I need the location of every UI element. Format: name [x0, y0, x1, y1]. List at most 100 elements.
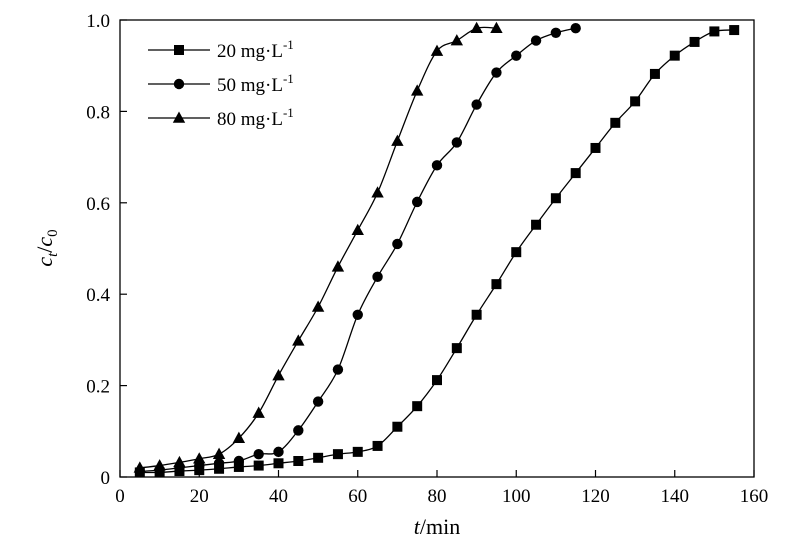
data-point [610, 117, 621, 128]
data-point [311, 300, 325, 312]
data-point [233, 455, 245, 467]
data-point [173, 455, 186, 468]
y-axis-label-c: c [32, 257, 57, 267]
x-tick-label: 20 [190, 486, 209, 507]
legend-marker [172, 111, 186, 123]
legend-label-text: 50 mg·L [217, 75, 283, 96]
data-point [431, 160, 443, 171]
x-axis-label-var: t [414, 514, 421, 539]
data-point [352, 446, 363, 457]
data-point [531, 219, 542, 230]
axis-ticks: 0 20 40 60 80 100 120 140 160 0 0.2 0.4 0.6 0.8 1.0 [86, 11, 768, 507]
legend-label-text: 20 mg·L [217, 41, 283, 62]
legend-item: 50 mg·L-1 [148, 71, 294, 96]
data-point [550, 27, 562, 38]
y-axis-label-sub-t: t [45, 252, 61, 257]
data-point [293, 425, 304, 436]
data-point [273, 446, 284, 458]
data-point [511, 50, 522, 61]
legend-marker [174, 45, 184, 55]
data-point [471, 309, 482, 320]
data-point [432, 375, 442, 386]
data-point [253, 460, 264, 471]
legend-label-sup: -1 [283, 105, 294, 120]
y-tick-label: 0.4 [86, 285, 110, 306]
data-point [312, 396, 324, 407]
x-axis-label: t/min [414, 514, 460, 539]
data-point [351, 223, 364, 236]
legend-label-text: 80 mg·L [217, 109, 283, 130]
x-tick-label: 100 [502, 486, 531, 507]
data-point [451, 137, 463, 148]
data-point [313, 452, 324, 463]
data-point [272, 369, 285, 381]
legend-label: 20 mg·L-1 [217, 37, 294, 62]
y-tick-label: 0.2 [86, 377, 110, 398]
data-point [411, 196, 423, 208]
legend-label-sup: -1 [283, 71, 294, 86]
data-point [471, 99, 482, 110]
x-tick-label: 160 [740, 486, 769, 507]
data-point [570, 23, 581, 34]
x-axis-label-unit: /min [420, 514, 460, 539]
legend-marker [173, 78, 185, 90]
series-layer [133, 21, 740, 478]
x-tick-label: 40 [269, 486, 288, 507]
data-point [430, 44, 444, 56]
x-tick-label: 60 [348, 486, 367, 507]
data-point [392, 238, 403, 250]
data-point [649, 68, 660, 79]
data-point [451, 343, 462, 354]
legend-item: 20 mg·L-1 [148, 37, 294, 62]
data-point [491, 67, 502, 78]
series-line [139, 29, 735, 474]
data-point [491, 279, 502, 290]
data-point [392, 421, 403, 432]
x-tick-label: 0 [115, 486, 125, 507]
data-point [133, 461, 147, 473]
data-point [233, 461, 244, 472]
legend-label: 50 mg·L-1 [217, 71, 294, 96]
data-point [193, 452, 206, 464]
data-point [669, 50, 680, 61]
data-point [352, 309, 363, 320]
data-point [292, 334, 305, 346]
series-circle [134, 23, 581, 477]
data-point [630, 96, 641, 107]
legend-item: 80 mg·L-1 [148, 105, 294, 130]
legend-label: 80 mg·L-1 [217, 105, 294, 130]
data-point [273, 458, 284, 469]
x-tick-label: 120 [581, 486, 610, 507]
y-axis-label-sub-0: 0 [45, 229, 61, 237]
data-point [729, 25, 740, 36]
data-point [293, 456, 304, 467]
y-tick-label: 1.0 [86, 11, 110, 32]
data-point [490, 21, 503, 34]
x-tick-label: 140 [661, 486, 690, 507]
data-point [331, 260, 345, 272]
data-point [412, 401, 423, 412]
series-line [139, 27, 576, 473]
data-point [391, 134, 404, 146]
data-point [252, 406, 265, 418]
data-point [530, 35, 542, 46]
data-point [410, 84, 424, 96]
y-axis-label-c0: c [32, 237, 57, 247]
y-axis-label: ct/c0 [32, 229, 61, 266]
legend: 20 mg·L-150 mg·L-180 mg·L-1 [148, 37, 294, 130]
y-tick-label: 0.8 [86, 102, 110, 123]
data-point [511, 247, 522, 258]
data-point [332, 449, 343, 460]
data-point [332, 364, 344, 375]
data-point [213, 458, 225, 469]
data-point [372, 271, 383, 283]
y-tick-label: 0 [101, 468, 111, 489]
y-tick-label: 0.6 [86, 194, 110, 215]
x-tick-label: 80 [428, 486, 447, 507]
data-point [232, 431, 246, 443]
data-point [153, 459, 166, 471]
data-point [212, 447, 226, 459]
data-point [450, 34, 464, 46]
series-triangle [133, 21, 503, 473]
